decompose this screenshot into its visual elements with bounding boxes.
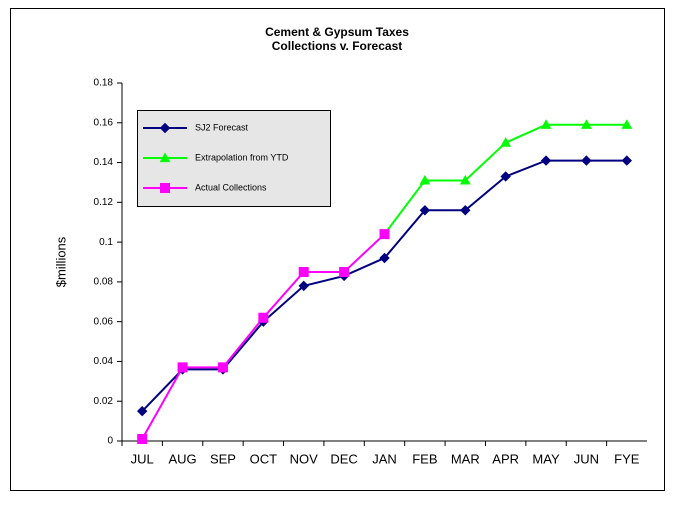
legend-marker (159, 122, 171, 134)
x-tick-label: JUL (131, 451, 154, 466)
y-tick-label: 0.1 (99, 237, 113, 248)
y-tick-label: 0.08 (94, 277, 114, 288)
data-point (500, 137, 512, 147)
y-tick-label: 0.18 (94, 78, 114, 89)
legend-marker (159, 152, 171, 163)
data-point (621, 119, 633, 129)
chart-border (10, 8, 665, 491)
legend-label: Extrapolation from YTD (195, 152, 289, 162)
x-tick-label: FEB (412, 451, 437, 466)
data-point (136, 405, 148, 417)
data-point (581, 119, 592, 129)
data-point (339, 266, 350, 277)
data-point (177, 362, 188, 373)
x-tick-label: FYE (614, 451, 640, 466)
x-tick-label: JAN (372, 451, 397, 466)
data-point (137, 434, 148, 445)
x-tick-label: SEP (210, 451, 236, 466)
y-tick-label: 0.12 (94, 197, 114, 208)
y-tick-label: 0.14 (94, 157, 114, 168)
legend-label: Actual Collections (195, 182, 267, 192)
legend-marker (160, 183, 170, 193)
data-point (581, 155, 592, 166)
data-point (540, 155, 552, 166)
data-point (298, 280, 309, 292)
x-tick-label: APR (492, 451, 519, 466)
data-point (217, 362, 228, 373)
y-tick-label: 0.02 (94, 396, 114, 407)
chart-subtitle: Collections v. Forecast (272, 39, 402, 53)
x-tick-label: AUG (168, 451, 196, 466)
x-tick-label: MAR (451, 451, 480, 466)
data-point (459, 174, 471, 185)
data-point (419, 174, 431, 185)
data-point (379, 252, 390, 264)
y-tick-label: 0.06 (94, 316, 114, 327)
data-point (460, 205, 471, 216)
data-point (419, 205, 431, 216)
data-point (298, 266, 309, 277)
y-tick-label: 0.04 (94, 356, 114, 367)
y-axis-label: $millions (53, 236, 68, 287)
data-point (621, 155, 633, 166)
y-tick-label: 0 (107, 436, 113, 447)
x-tick-label: MAY (532, 451, 560, 466)
data-point (258, 312, 269, 323)
legend-label: SJ2 Forecast (195, 122, 249, 132)
chart-title: Cement & Gypsum Taxes (265, 25, 409, 39)
y-tick-label: 0.16 (94, 117, 114, 128)
x-tick-label: OCT (250, 451, 278, 466)
data-point (540, 119, 552, 129)
data-point (500, 171, 511, 182)
data-point (379, 229, 390, 240)
x-tick-label: JUN (574, 451, 599, 466)
x-tick-label: DEC (330, 451, 357, 466)
x-tick-label: NOV (290, 451, 319, 466)
